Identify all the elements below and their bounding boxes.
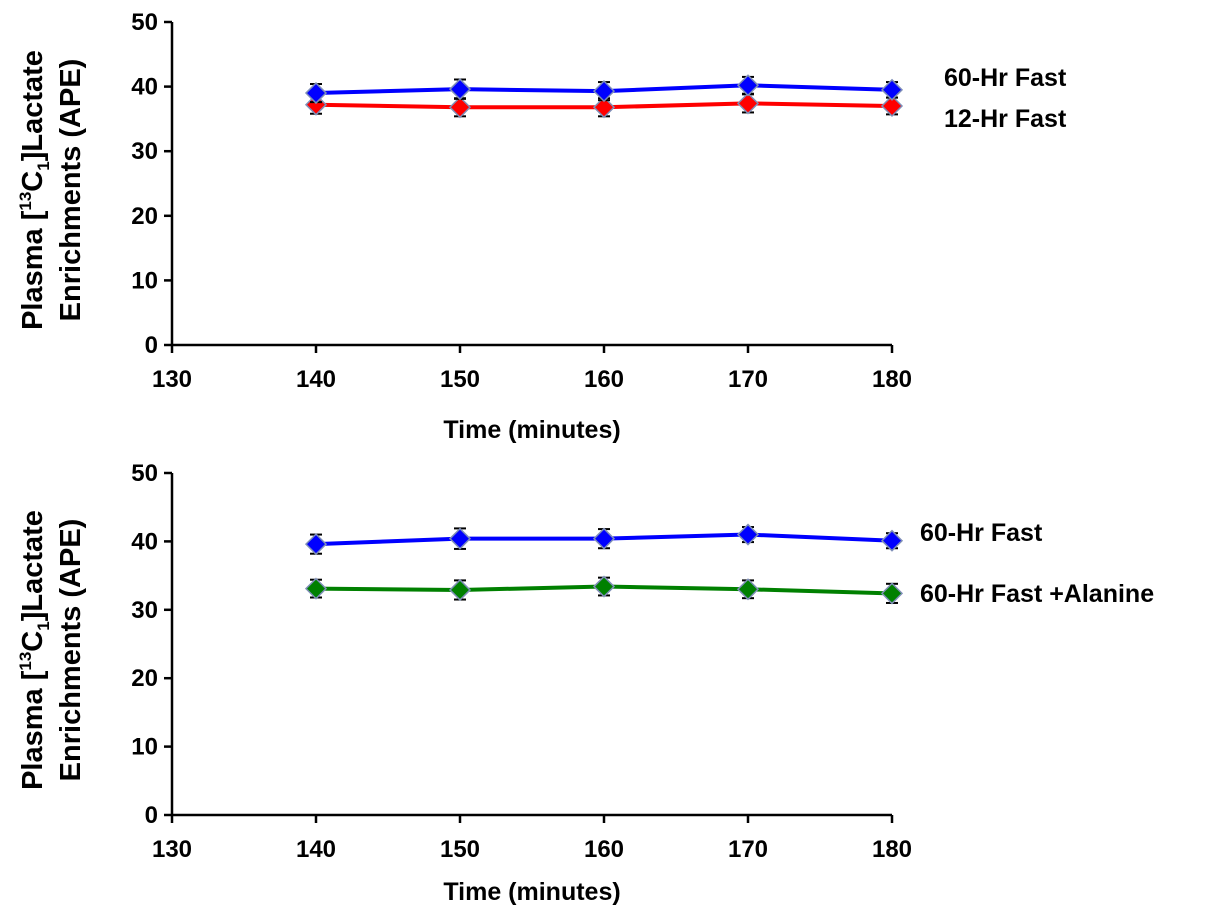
chart-top: 0 10 20 30 40 50 130 140 150 160 170 180 Time (minut… [16, 9, 1067, 444]
data-point [448, 96, 472, 119]
y-tick-label: 40 [131, 74, 158, 101]
y-tick-label: 10 [131, 267, 158, 294]
y-axis-title-superscript: 13 [16, 192, 35, 211]
x-axis-title: Time (minutes) [443, 416, 620, 444]
data-point [448, 78, 472, 101]
y-axis-title-text: ]Lactate [17, 50, 49, 161]
x-axis-title: Time (minutes) [443, 878, 620, 906]
y-axis-title-text: Plasma [ [17, 210, 49, 330]
data-point [448, 578, 472, 602]
data-point [592, 575, 616, 598]
y-tick-label: 50 [131, 460, 158, 487]
data-point [304, 577, 328, 600]
x-tick-label: 150 [440, 836, 480, 863]
data-point [592, 527, 616, 550]
y-axis-title-line2: Enrichments (APE) [55, 519, 87, 782]
y-tick-label: 40 [131, 528, 158, 555]
legend-label: 12-Hr Fast [944, 105, 1067, 133]
y-tick-label: 50 [131, 9, 158, 36]
legend-label: 60-Hr Fast [944, 64, 1067, 92]
data-point [880, 94, 904, 118]
x-tick-label: 150 [440, 366, 480, 393]
x-tick-label: 170 [728, 366, 768, 393]
y-axis-title-subscript: 1 [34, 161, 53, 170]
x-tick-label: 180 [872, 836, 912, 863]
y-axis-title-text: ]Lactate [17, 510, 49, 621]
x-tick-label: 160 [584, 366, 624, 393]
series-1: 60-Hr Fast [304, 64, 1067, 105]
data-point [304, 81, 328, 105]
data-point [592, 96, 616, 119]
y-tick-label: 0 [145, 802, 158, 829]
x-tick-label: 180 [872, 366, 912, 393]
data-point [880, 529, 904, 552]
data-point [736, 578, 760, 601]
x-tick-label: 130 [152, 366, 192, 393]
data-point [448, 527, 472, 550]
series-2: 60-Hr Fast +Alanine [304, 575, 1154, 608]
x-tick-label: 170 [728, 836, 768, 863]
series-1: 60-Hr Fast [304, 519, 1043, 556]
data-point [592, 80, 616, 103]
y-tick-label: 0 [145, 332, 158, 359]
y-tick-label: 30 [131, 138, 158, 165]
x-tick-label: 140 [296, 366, 336, 393]
y-axis-title-subscript: 1 [34, 621, 53, 630]
y-tick-label: 10 [131, 734, 158, 761]
series-2: 12-Hr Fast [304, 92, 1067, 133]
data-point [304, 533, 328, 556]
data-point [736, 92, 760, 115]
x-tick-label: 130 [152, 836, 192, 863]
legend-label: 60-Hr Fast +Alanine [920, 580, 1154, 608]
y-tick-label: 30 [131, 597, 158, 624]
y-axis-title-text: Plasma [ [17, 670, 49, 790]
x-tick-label: 160 [584, 836, 624, 863]
y-axis-title-text: C [17, 171, 49, 192]
y-axis-title-line1: Plasma [13C1]Lactate [16, 50, 53, 330]
y-axis-title-line1: Plasma [13C1]Lactate [16, 510, 53, 790]
chart-bottom: 0 10 20 30 40 50 130 140 150 160 170 180 Time (minut… [16, 460, 1154, 906]
y-axis-title-superscript: 13 [16, 652, 35, 671]
data-point [736, 74, 760, 97]
x-tick-label: 140 [296, 836, 336, 863]
y-tick-label: 20 [131, 665, 158, 692]
y-axis-title-line2: Enrichments (APE) [55, 59, 87, 322]
data-point [304, 93, 328, 116]
data-point [880, 78, 904, 101]
data-point [880, 582, 904, 605]
data-point [736, 523, 760, 546]
y-axis-title-text: C [17, 631, 49, 652]
legend-label: 60-Hr Fast [920, 519, 1043, 547]
y-tick-label: 20 [131, 203, 158, 230]
